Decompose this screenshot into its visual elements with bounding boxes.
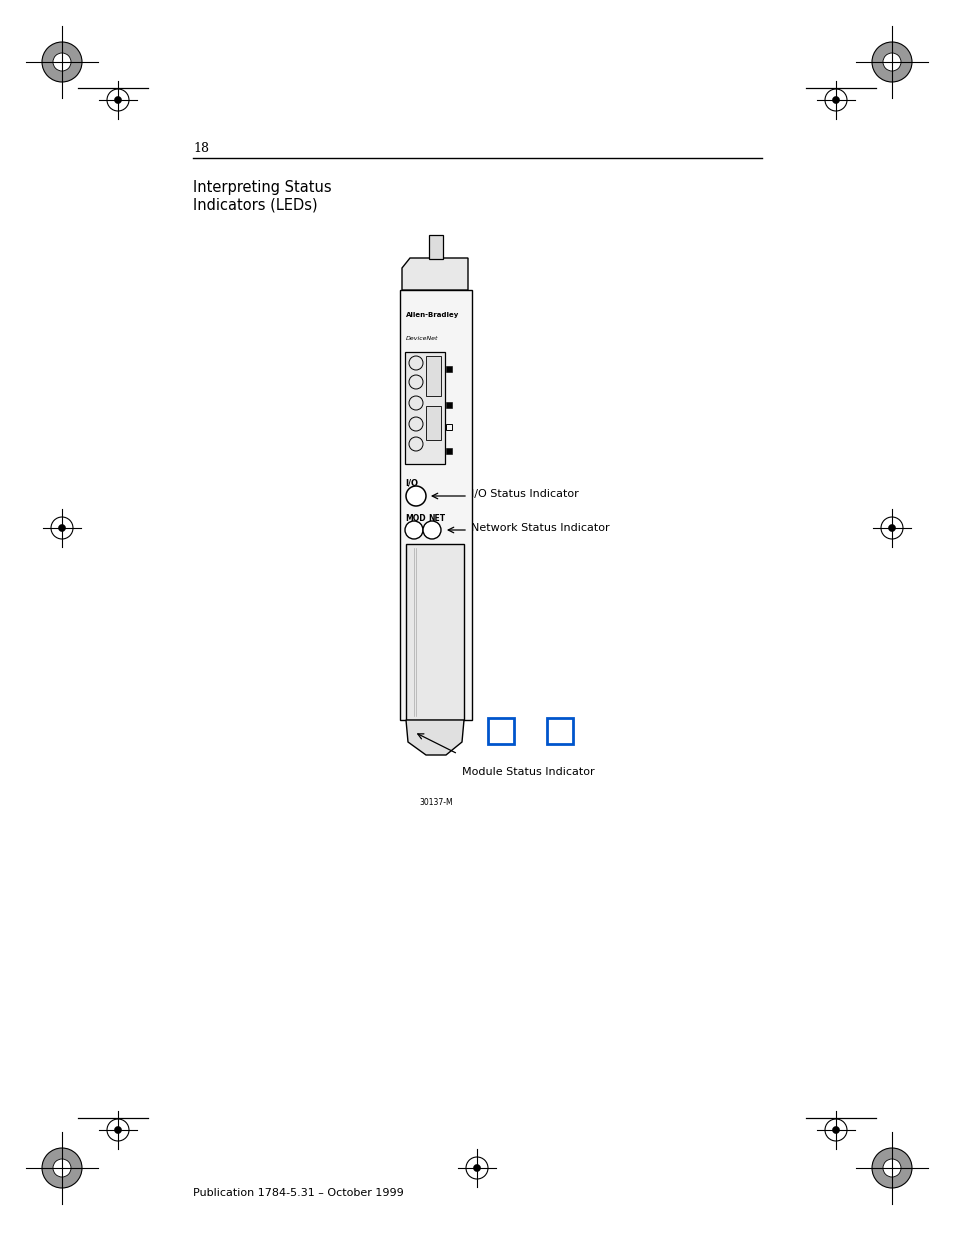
Text: 18: 18 bbox=[193, 142, 209, 156]
Text: NET: NET bbox=[428, 514, 445, 522]
Circle shape bbox=[406, 487, 426, 506]
Bar bbox=[546, 718, 573, 743]
Circle shape bbox=[887, 525, 895, 531]
Bar bbox=[399, 290, 472, 720]
Text: I/O Status Indicator: I/O Status Indicator bbox=[471, 489, 578, 499]
Bar bbox=[446, 424, 452, 430]
Text: Indicators (LEDs): Indicators (LEDs) bbox=[193, 198, 317, 212]
Text: I/O: I/O bbox=[405, 478, 417, 487]
Polygon shape bbox=[406, 720, 463, 755]
Bar bbox=[446, 403, 452, 408]
Circle shape bbox=[58, 525, 66, 531]
Circle shape bbox=[405, 521, 422, 538]
Text: Allen-Bradley: Allen-Bradley bbox=[406, 312, 459, 317]
Bar bbox=[446, 448, 452, 454]
Text: MOD: MOD bbox=[405, 514, 425, 522]
Circle shape bbox=[882, 53, 900, 70]
Circle shape bbox=[422, 521, 440, 538]
Circle shape bbox=[114, 96, 121, 104]
Text: Module Status Indicator: Module Status Indicator bbox=[461, 767, 594, 777]
Bar bbox=[426, 406, 440, 440]
Text: Interpreting Status: Interpreting Status bbox=[193, 180, 332, 195]
Circle shape bbox=[882, 1158, 900, 1177]
Bar bbox=[405, 352, 444, 464]
Circle shape bbox=[871, 1149, 911, 1188]
Circle shape bbox=[473, 1165, 480, 1172]
Bar bbox=[426, 356, 440, 396]
Circle shape bbox=[832, 1126, 839, 1134]
Circle shape bbox=[871, 42, 911, 82]
Bar bbox=[446, 366, 452, 372]
Bar bbox=[429, 235, 442, 259]
Circle shape bbox=[42, 42, 82, 82]
Text: DeviceNet: DeviceNet bbox=[406, 336, 438, 341]
Circle shape bbox=[832, 96, 839, 104]
Bar bbox=[488, 718, 514, 743]
Text: Network Status Indicator: Network Status Indicator bbox=[471, 522, 609, 534]
Circle shape bbox=[53, 53, 71, 70]
Text: Publication 1784-5.31 – October 1999: Publication 1784-5.31 – October 1999 bbox=[193, 1188, 403, 1198]
Circle shape bbox=[53, 1158, 71, 1177]
Text: 30137-M: 30137-M bbox=[418, 798, 453, 806]
Circle shape bbox=[114, 1126, 121, 1134]
Circle shape bbox=[42, 1149, 82, 1188]
Polygon shape bbox=[401, 258, 468, 290]
Bar bbox=[406, 543, 463, 720]
